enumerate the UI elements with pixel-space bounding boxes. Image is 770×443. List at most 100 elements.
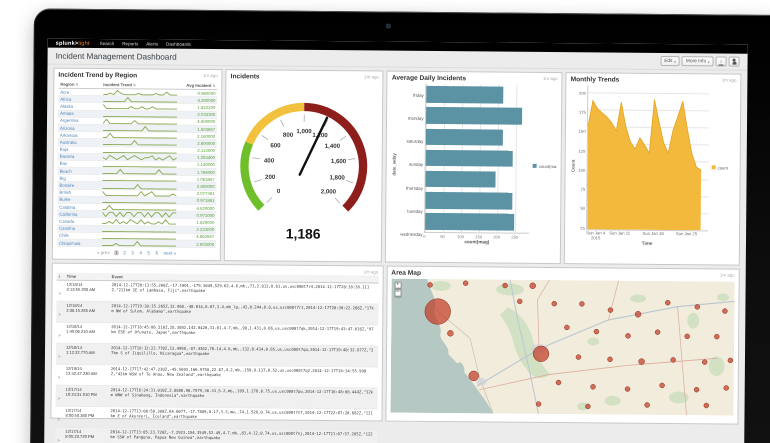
expand-arrow-icon[interactable]: > <box>58 290 61 296</box>
map-marker[interactable] <box>694 304 700 310</box>
map-marker[interactable] <box>727 357 733 364</box>
map-marker[interactable] <box>624 386 630 392</box>
zoom-in-button[interactable]: + <box>394 281 402 289</box>
map-marker[interactable] <box>670 357 676 363</box>
map-marker[interactable] <box>551 300 557 307</box>
region-link[interactable]: Australia <box>59 139 77 145</box>
region-link[interactable]: Bonaire <box>59 182 75 188</box>
map-marker[interactable] <box>424 298 451 325</box>
zoom-out-button[interactable]: − <box>394 289 402 297</box>
region-link[interactable]: Baja <box>59 146 69 152</box>
sparkline <box>102 219 176 226</box>
map-marker[interactable] <box>468 370 479 382</box>
map-marker[interactable] <box>721 308 728 314</box>
expand-arrow-icon[interactable]: > <box>57 437 60 443</box>
region-link[interactable]: California <box>59 211 78 217</box>
region-link[interactable]: Alaska <box>60 103 74 109</box>
region-link[interactable]: Canada <box>59 218 75 224</box>
region-link[interactable]: Arizona <box>59 125 75 131</box>
map-marker[interactable] <box>501 282 508 289</box>
events-column-header[interactable]: i <box>56 272 65 281</box>
region-link[interactable]: Argentina <box>60 118 79 124</box>
page-link-1[interactable]: 1 <box>113 249 120 255</box>
page-link-2[interactable]: 2 <box>123 249 126 255</box>
region-link[interactable]: Big <box>59 175 66 181</box>
region-link[interactable]: British <box>59 189 72 196</box>
map-marker[interactable] <box>637 358 645 365</box>
map-marker[interactable] <box>575 354 581 360</box>
region-link[interactable]: Burke <box>59 197 71 203</box>
map-marker[interactable] <box>658 382 665 389</box>
map-marker[interactable] <box>584 403 591 410</box>
more-info-button[interactable]: More Info ▾ <box>681 56 714 67</box>
map-marker[interactable] <box>516 298 523 305</box>
account-button[interactable] <box>728 56 740 67</box>
page-link-prev[interactable]: « prev <box>96 249 110 255</box>
nav-item-search[interactable]: Search <box>99 41 115 47</box>
y-tick-label: 100 <box>578 167 586 173</box>
region-link[interactable]: Bay <box>59 161 68 167</box>
region-link[interactable]: Chiquimula <box>58 240 81 246</box>
page-link-5[interactable]: 5 <box>147 250 151 256</box>
map-marker[interactable] <box>606 356 613 363</box>
avg-incident-value: 2.603000 <box>177 240 217 248</box>
table-row: Calabria 4.820000 <box>57 203 217 212</box>
map-marker[interactable] <box>555 379 561 386</box>
region-link[interactable]: Carolina <box>59 225 76 231</box>
region-link[interactable]: Bavaria <box>59 153 75 160</box>
map-marker[interactable] <box>589 384 596 390</box>
map-marker[interactable] <box>654 329 660 335</box>
splunk-logo[interactable]: splunk>light <box>56 40 90 46</box>
map-marker[interactable] <box>701 359 708 365</box>
region-link[interactable]: Arkansas <box>59 132 78 138</box>
map-zoom-controls: + − <box>394 281 402 297</box>
dashboard-body: Incident Trend by Region 1m ago Region⇅ I… <box>44 65 747 443</box>
export-button[interactable]: ↓ <box>715 56 727 67</box>
map[interactable]: + − <box>390 278 735 416</box>
map-marker[interactable] <box>693 386 699 393</box>
map-marker[interactable] <box>563 324 570 331</box>
map-marker[interactable] <box>664 299 671 306</box>
map-marker[interactable] <box>634 311 641 318</box>
page-link-6[interactable]: 6 <box>155 250 159 256</box>
region-link[interactable]: Calabria <box>59 204 76 210</box>
nav-item-reports[interactable]: Reports <box>122 41 139 47</box>
map-marker[interactable] <box>532 345 549 362</box>
expand-arrow-icon[interactable]: > <box>58 311 61 317</box>
map-marker[interactable] <box>713 333 720 340</box>
map-marker[interactable] <box>684 333 690 340</box>
region-link[interactable]: Beach <box>59 168 72 174</box>
expand-arrow-icon[interactable]: > <box>57 374 61 380</box>
map-marker[interactable] <box>462 280 468 286</box>
region-link[interactable]: Acre <box>60 89 70 95</box>
map-marker[interactable] <box>578 301 585 307</box>
map-marker[interactable] <box>624 333 631 339</box>
map-marker[interactable] <box>607 307 613 313</box>
region-link[interactable]: Amapa <box>60 110 74 116</box>
nav-item-alerts[interactable]: Alerts <box>146 41 159 47</box>
expand-arrow-icon[interactable]: > <box>57 395 61 401</box>
expand-arrow-icon[interactable]: > <box>57 353 61 359</box>
map-marker[interactable] <box>703 402 709 409</box>
map-marker[interactable] <box>723 385 729 391</box>
event-row: >12/18/14 3:13:55.200 AM 2014-12-17T20:13:… <box>56 280 379 304</box>
map-marker[interactable] <box>426 282 433 288</box>
nav-item-dashboards[interactable]: Dashboards <box>166 41 191 47</box>
sparkline <box>102 226 176 233</box>
map-marker[interactable] <box>593 328 599 335</box>
map-marker[interactable] <box>529 282 536 289</box>
region-link[interactable]: Chile <box>58 233 69 239</box>
expand-arrow-icon[interactable]: > <box>58 332 61 338</box>
map-marker[interactable] <box>535 401 541 407</box>
map-marker[interactable] <box>446 330 454 337</box>
region-link[interactable]: Africa <box>60 96 72 102</box>
dashboard-row-2: 1m ago i Time Event >12/18/14 3:13:55.200 A… <box>50 262 740 443</box>
edit-button[interactable]: Edit ▾ <box>660 55 680 67</box>
table-row: Africa 4.200000 <box>58 95 218 104</box>
sparkline <box>103 139 177 146</box>
page-link-4[interactable]: 4 <box>139 250 142 256</box>
page-link-next[interactable]: next » <box>163 250 177 256</box>
map-marker[interactable] <box>644 402 650 408</box>
page-link-3[interactable]: 3 <box>131 249 134 255</box>
expand-arrow-icon[interactable]: > <box>57 416 60 422</box>
